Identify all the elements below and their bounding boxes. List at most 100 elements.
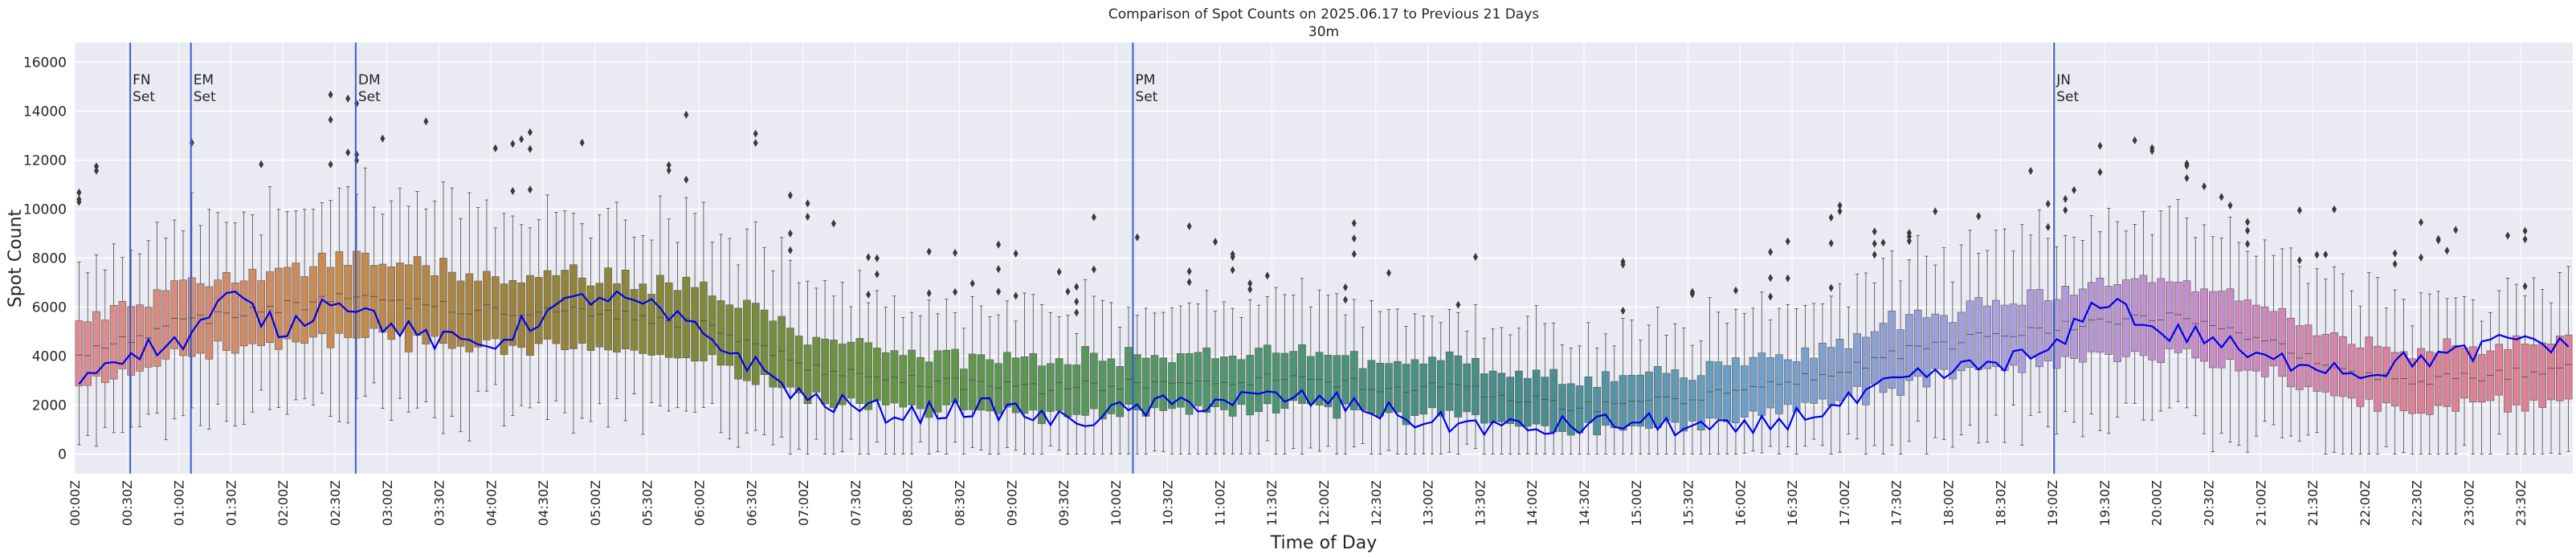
x-tick-label: 17:00Z	[1837, 480, 1852, 526]
box	[335, 251, 344, 334]
box	[2217, 291, 2226, 369]
box	[2278, 308, 2287, 377]
box	[1237, 359, 1246, 405]
box	[656, 275, 664, 356]
box	[2296, 325, 2304, 390]
box	[187, 277, 196, 357]
outlier-point	[666, 166, 672, 175]
outlier-point	[328, 116, 333, 124]
box	[2374, 345, 2382, 412]
outlier-point	[1976, 212, 1982, 221]
outlier-point	[1906, 229, 1912, 238]
outlier-point	[753, 139, 758, 148]
box	[1419, 363, 1428, 415]
box	[1688, 380, 1696, 422]
box	[2529, 344, 2538, 401]
box	[2339, 336, 2347, 397]
x-tick-label: 08:30Z	[952, 480, 967, 526]
x-tick-label: 17:30Z	[1889, 480, 1904, 526]
outlier-point	[1768, 247, 1774, 256]
outlier-point	[1247, 285, 1253, 294]
box	[1888, 311, 1896, 389]
box	[231, 282, 239, 354]
x-tick-label: 05:00Z	[588, 480, 603, 526]
outlier-point	[787, 246, 793, 255]
outlier-point	[345, 149, 351, 157]
outlier-point	[2435, 236, 2441, 245]
box	[75, 320, 84, 387]
outlier-point	[2097, 168, 2103, 177]
box	[2468, 346, 2477, 402]
x-tick-label: 16:00Z	[1733, 480, 1748, 526]
outlier-point	[1074, 297, 1080, 306]
outlier-point	[328, 160, 333, 169]
box	[1072, 365, 1081, 415]
box	[1801, 347, 1810, 403]
box	[1020, 356, 1029, 414]
outlier-point	[328, 90, 333, 99]
outlier-point	[1872, 227, 1877, 236]
outlier-point	[2149, 146, 2155, 155]
y-tick-label: 0	[58, 447, 67, 463]
box	[1810, 357, 1818, 404]
outlier-point	[93, 166, 99, 175]
outlier-point	[996, 287, 1002, 296]
box	[92, 311, 100, 377]
box	[2477, 354, 2486, 403]
outlier-point	[684, 175, 689, 184]
box	[205, 286, 214, 360]
box	[1480, 373, 1488, 424]
box	[2504, 349, 2512, 413]
outlier-point	[2063, 206, 2068, 214]
outlier-point	[1213, 238, 1219, 246]
box	[1497, 373, 1506, 422]
outlier-point	[1872, 250, 1877, 259]
outlier-point	[492, 144, 498, 153]
box	[864, 342, 872, 410]
box	[109, 304, 118, 380]
box	[778, 316, 786, 389]
box	[2113, 284, 2121, 362]
x-tick-label: 14:30Z	[1577, 480, 1592, 526]
box	[977, 354, 986, 411]
box	[2243, 299, 2251, 371]
box	[968, 353, 977, 410]
box	[786, 328, 794, 388]
box	[1454, 355, 1463, 417]
event-marker-sublabel: Set	[133, 89, 155, 105]
box	[873, 348, 881, 401]
box	[578, 277, 586, 344]
box	[161, 290, 170, 360]
outlier-point	[1880, 238, 1886, 247]
x-tick-label: 13:00Z	[1421, 480, 1436, 526]
box	[2512, 335, 2521, 405]
box	[1090, 352, 1098, 409]
outlier-point	[93, 162, 99, 171]
outlier-point	[2419, 218, 2424, 226]
chart-title: Comparison of Spot Counts on 2025.06.17 …	[1108, 6, 1539, 22]
box	[1593, 387, 1601, 436]
event-marker-label: JN	[2055, 72, 2071, 88]
x-tick-label: 03:00Z	[380, 480, 395, 526]
outlier-point	[1186, 278, 1192, 287]
box	[1792, 361, 1801, 413]
x-tick-label: 00:30Z	[120, 480, 135, 526]
outlier-point	[1768, 292, 1774, 301]
box	[2564, 334, 2573, 400]
box	[1966, 300, 1974, 368]
box	[1627, 375, 1636, 426]
x-tick-label: 21:00Z	[2253, 480, 2268, 526]
x-tick-label: 11:30Z	[1264, 480, 1280, 526]
box	[353, 250, 361, 339]
outlier-point	[1620, 260, 1626, 269]
box	[1098, 360, 1107, 420]
box	[821, 338, 829, 405]
box	[1696, 375, 1705, 430]
box	[925, 361, 933, 418]
box	[1515, 370, 1523, 427]
outlier-point	[1091, 265, 1096, 274]
event-marker-sublabel: Set	[358, 89, 381, 105]
x-tick-label: 22:00Z	[2358, 480, 2373, 526]
